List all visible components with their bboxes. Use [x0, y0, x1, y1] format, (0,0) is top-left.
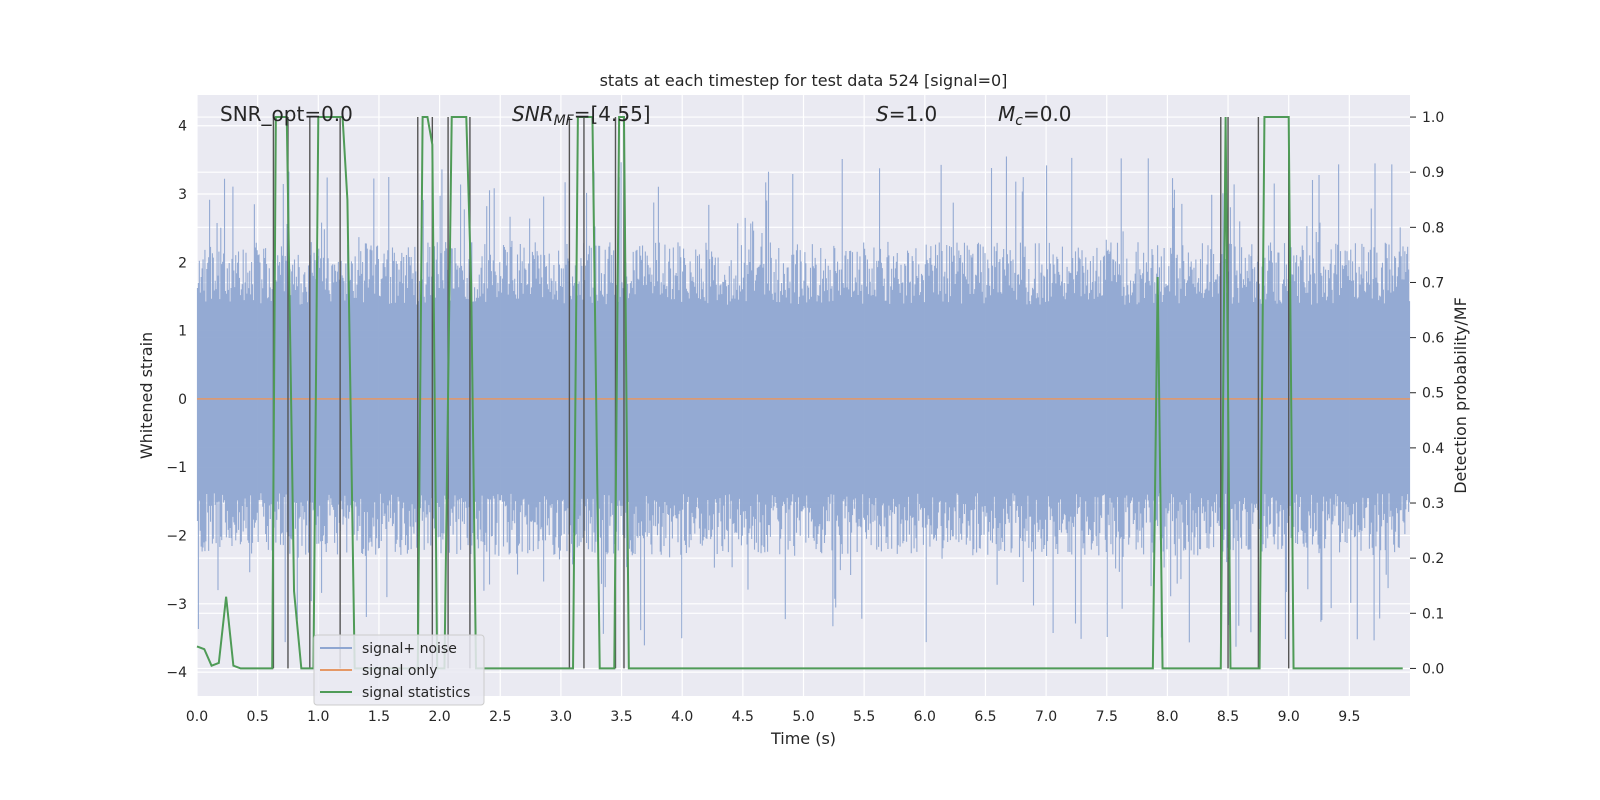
y-right-tick-label: 0.3	[1422, 496, 1444, 512]
annotation-s-value: =1.0	[889, 102, 938, 126]
y-right-tick-label: 0.9	[1422, 165, 1444, 181]
x-tick-label: 8.0	[1156, 709, 1178, 725]
y-tick-label: 0	[178, 392, 187, 408]
annotation-snr-mf: SNRMF=[4.55]	[512, 102, 651, 129]
x-tick-label: 5.0	[792, 709, 814, 725]
x-tick-label: 2.5	[489, 709, 511, 725]
y-right-tick-label: 0.7	[1422, 275, 1444, 291]
y-right-tick-label: 0.0	[1422, 661, 1444, 677]
y-tick-label: −1	[166, 460, 187, 476]
x-tick-label: 0.5	[247, 709, 269, 725]
x-tick-label: 3.0	[550, 709, 572, 725]
signal-noise-series	[196, 156, 1411, 647]
y-tick-label: −3	[166, 597, 187, 613]
x-tick-label: 7.5	[1096, 709, 1118, 725]
y-right-tick-label: 1.0	[1422, 110, 1444, 126]
x-tick-label: 6.0	[914, 709, 936, 725]
annotation-snr-mf-value: =[4.55]	[574, 102, 651, 126]
x-tick-label: 2.0	[428, 709, 450, 725]
x-tick-label: 0.0	[186, 709, 208, 725]
legend-entry-signal-statistics: signal statistics	[362, 685, 470, 701]
x-axis-label: Time (s)	[770, 729, 836, 748]
y-right-tick-label: 0.2	[1422, 551, 1444, 567]
x-tick-label: 8.5	[1217, 709, 1239, 725]
x-tick-label: 7.0	[1035, 709, 1057, 725]
y-right-tick-label: 0.4	[1422, 441, 1444, 457]
x-tick-label: 9.5	[1338, 709, 1360, 725]
annotation-s: S=1.0	[876, 102, 937, 126]
y-tick-label: −2	[166, 529, 187, 545]
chart-title: stats at each timestep for test data 524…	[600, 71, 1008, 90]
y-axis-right-label: Detection probability/MF	[1451, 297, 1470, 494]
y-right-tick-label: 0.5	[1422, 386, 1444, 402]
y-tick-label: 1	[178, 324, 187, 340]
x-tick-label: 1.5	[368, 709, 390, 725]
x-tick-label: 3.5	[610, 709, 632, 725]
signal-statistics-series	[196, 116, 1403, 670]
legend: signal+ noise signal only signal statist…	[313, 634, 485, 706]
annotation-mc: Mc=0.0	[998, 102, 1072, 129]
legend-entry-signal-noise: signal+ noise	[362, 641, 457, 657]
x-tick-label: 6.5	[974, 709, 996, 725]
y-axis-label: Whitened strain	[137, 332, 156, 459]
legend-entry-signal-only: signal only	[362, 663, 437, 679]
y-tick-label: 2	[178, 255, 187, 271]
y-tick-label: −4	[166, 665, 187, 681]
y-tick-label: 4	[178, 119, 187, 135]
y-tick-label: 3	[178, 187, 187, 203]
signal-noise-trace	[196, 156, 1411, 647]
x-tick-label: 1.0	[307, 709, 329, 725]
x-tick-label: 4.0	[671, 709, 693, 725]
y-right-tick-label: 0.6	[1422, 331, 1444, 347]
y-right-tick-label: 0.8	[1422, 220, 1444, 236]
x-tick-label: 4.5	[732, 709, 754, 725]
x-tick-label: 5.5	[853, 709, 875, 725]
ticks: 0.0 0.5 1.0 1.5 2.0 2.5 3.0 3.5 4.0 4.5 5.0 5.5 6.0 6…	[166, 110, 1444, 725]
legend-box	[313, 634, 485, 706]
x-tick-label: 9.0	[1278, 709, 1300, 725]
annotation-snr-opt: SNR_opt=0.0	[220, 102, 353, 126]
y-right-tick-label: 0.1	[1422, 606, 1444, 622]
annotation-mc-value: =0.0	[1023, 102, 1072, 126]
